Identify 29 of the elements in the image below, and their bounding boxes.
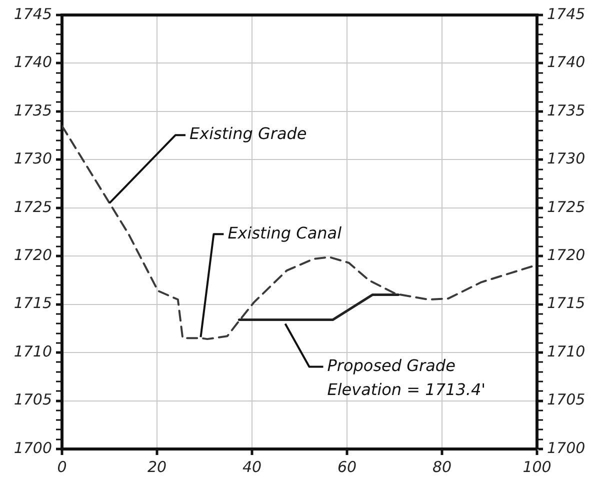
x-tick-label: 60 — [337, 458, 357, 476]
y-tick-label: 1720 — [14, 246, 52, 264]
x-tick-label: 100 — [522, 458, 552, 476]
y2-tick-label: 1730 — [547, 150, 586, 168]
annotation: Proposed Grade Elevation = 1713.4' — [327, 356, 486, 399]
y2-tick-label: 1710 — [547, 342, 586, 360]
y2-tick-label: 1725 — [547, 198, 586, 216]
y2-tick-label: 1715 — [547, 294, 586, 312]
y-tick-label: 1740 — [14, 53, 52, 72]
y-tick-label: 1735 — [14, 101, 52, 120]
y-tick-label: 1700 — [14, 438, 52, 457]
annotation: Existing Grade — [190, 124, 307, 144]
y2-tick-label: 1705 — [547, 390, 586, 409]
x-tick-label: 40 — [242, 458, 262, 476]
y2-tick-label: 1740 — [547, 53, 586, 72]
y-tick-label: 1725 — [14, 198, 52, 216]
y-tick-label: 1705 — [14, 390, 52, 409]
y-tick-label: 1730 — [14, 150, 52, 168]
x-tick-label: 0 — [57, 458, 67, 476]
y-tick-label: 1710 — [14, 342, 52, 360]
y-tick-label: 1745 — [14, 4, 52, 23]
x-tick-label: 20 — [147, 458, 167, 476]
y2-tick-label: 1700 — [547, 438, 586, 457]
annotation: Existing Canal — [228, 223, 342, 242]
y2-tick-label: 1735 — [547, 101, 586, 120]
y2-tick-label: 1720 — [547, 246, 586, 264]
y-tick-label: 1715 — [14, 294, 52, 312]
x-tick-label: 80 — [432, 458, 452, 476]
y2-tick-label: 1745 — [547, 4, 586, 23]
